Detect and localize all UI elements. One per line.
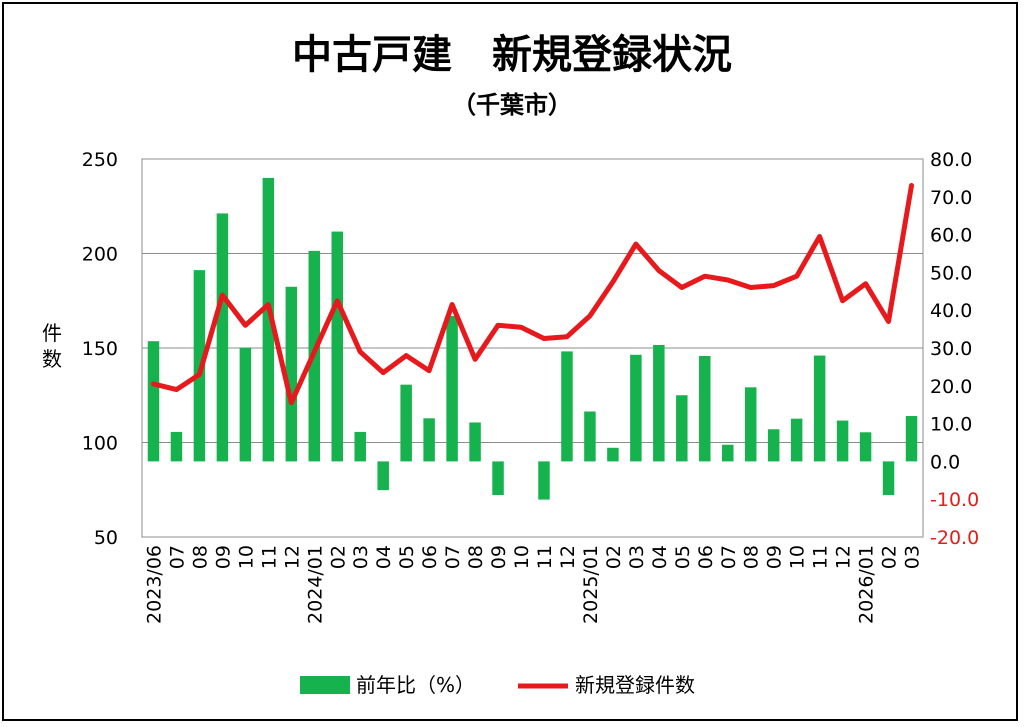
right-axis-tick-label: 70.0	[930, 187, 972, 209]
bar	[377, 461, 389, 491]
bar	[538, 461, 550, 500]
line-series-path	[151, 183, 914, 406]
bar	[767, 429, 780, 462]
bar	[584, 411, 596, 462]
x-tick-label: 10	[511, 545, 533, 569]
x-tick-label: 09	[488, 545, 510, 569]
x-tick-label: 08	[465, 545, 487, 569]
x-tick-label: 2026/01	[856, 545, 878, 624]
bar	[216, 213, 229, 462]
bar	[722, 444, 734, 462]
x-tick-label: 2023/06	[143, 545, 165, 624]
x-tick-label: 02	[603, 545, 625, 569]
bar	[423, 418, 435, 462]
x-tick-label: 12	[833, 545, 855, 569]
plot-area-border	[141, 158, 924, 538]
right-axis-tick-label: 80.0	[930, 149, 972, 171]
left-axis-tick-label: 150	[82, 338, 118, 360]
right-axis-tick-label: 20.0	[930, 376, 972, 398]
bar	[354, 431, 366, 462]
bar	[239, 347, 252, 462]
x-tick-label: 05	[672, 545, 694, 569]
bar	[676, 395, 688, 462]
bar	[630, 354, 642, 462]
x-tick-label: 10	[787, 545, 809, 569]
legend-swatch-bar	[300, 676, 350, 694]
bar	[262, 177, 275, 462]
line-series	[151, 183, 914, 406]
x-tick-label: 07	[166, 545, 188, 569]
left-axis-tick-label: 200	[82, 244, 118, 266]
x-tick-label: 08	[741, 545, 763, 569]
x-tick-label: 06	[419, 545, 441, 569]
bar-series	[147, 177, 918, 500]
right-axis-tick-label: 50.0	[930, 262, 972, 284]
x-tick-label: 04	[649, 545, 671, 569]
right-axis-tick-label: 30.0	[930, 338, 972, 360]
bar	[790, 418, 803, 462]
x-tick-label: 06	[695, 545, 717, 569]
right-axis-tick-label: -20.0	[930, 527, 979, 549]
x-tick-label: 07	[718, 545, 740, 569]
bar	[561, 351, 573, 462]
x-tick-label: 12	[281, 545, 303, 569]
left-axis-tick-label: 250	[82, 149, 118, 171]
bar	[699, 355, 711, 462]
x-tick-label: 04	[373, 545, 395, 569]
bar	[607, 447, 619, 462]
bar	[653, 344, 665, 462]
x-tick-label: 12	[557, 545, 579, 569]
legend-label-line: 新規登録件数	[575, 673, 695, 697]
legend: 前年比（%） 新規登録件数	[300, 673, 695, 697]
left-axis-tick-label: 100	[82, 433, 118, 455]
bar	[446, 315, 458, 462]
bar	[469, 422, 481, 462]
bar	[170, 431, 183, 462]
bar	[492, 461, 504, 496]
x-tick-label: 11	[258, 545, 280, 569]
x-tick-label: 2025/01	[580, 545, 602, 624]
bar	[882, 461, 895, 496]
x-tick-label: 08	[189, 545, 211, 569]
x-tick-label: 09	[764, 545, 786, 569]
x-tick-label: 07	[442, 545, 464, 569]
x-tick-label: 11	[534, 545, 556, 569]
left-axis-tick-label: 50	[94, 527, 118, 549]
x-tick-label: 09	[212, 545, 234, 569]
right-axis-tick-label: 0.0	[930, 451, 960, 473]
bar	[744, 387, 757, 462]
bar	[285, 286, 298, 462]
x-tick-label: 05	[396, 545, 418, 569]
x-tick-label: 03	[350, 545, 372, 569]
legend-label-bar: 前年比（%）	[356, 673, 475, 697]
right-axis-tick-label: -10.0	[930, 489, 979, 511]
bar	[400, 384, 412, 462]
x-tick-label: 11	[810, 545, 832, 569]
bar	[836, 420, 849, 462]
x-tick-label: 03	[626, 545, 648, 569]
right-axis-tick-label: 40.0	[930, 300, 972, 322]
chart-subtitle: （千葉市）	[452, 91, 572, 119]
x-tick-label: 2024/01	[304, 545, 326, 624]
right-axis-tick-label: 10.0	[930, 414, 972, 436]
left-axis-label-char: 件	[42, 321, 62, 345]
bar	[905, 416, 918, 462]
gridlines	[142, 158, 923, 538]
x-tick-label: 03	[902, 545, 924, 569]
axes: 2502001501005080.070.060.050.040.030.020…	[42, 149, 979, 624]
x-tick-label: 02	[879, 545, 901, 569]
x-tick-label: 02	[327, 545, 349, 569]
left-axis-label-char: 数	[42, 347, 62, 371]
bar	[859, 432, 872, 462]
right-axis-tick-label: 60.0	[930, 225, 972, 247]
x-tick-label: 10	[235, 545, 257, 569]
bar	[147, 341, 160, 462]
chart-title: 中古戸建 新規登録状況	[292, 32, 732, 78]
bar	[813, 355, 826, 462]
bar	[331, 231, 343, 462]
